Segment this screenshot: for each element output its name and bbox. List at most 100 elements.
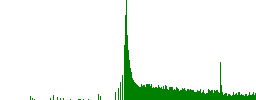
Bar bbox=[150, 86, 151, 100]
Bar bbox=[80, 99, 81, 100]
Bar bbox=[124, 45, 125, 100]
Bar bbox=[229, 94, 230, 100]
Bar bbox=[231, 96, 232, 100]
Bar bbox=[180, 90, 181, 100]
Bar bbox=[147, 84, 148, 100]
Bar bbox=[50, 98, 51, 100]
Bar bbox=[192, 90, 193, 100]
Bar bbox=[141, 84, 142, 100]
Bar bbox=[79, 99, 80, 100]
Bar bbox=[182, 88, 183, 100]
Bar bbox=[223, 95, 224, 100]
Bar bbox=[181, 90, 182, 100]
Bar bbox=[238, 92, 239, 100]
Bar bbox=[197, 90, 198, 100]
Bar bbox=[185, 90, 186, 100]
Bar bbox=[166, 86, 167, 100]
Bar bbox=[57, 97, 58, 100]
Bar bbox=[118, 88, 119, 100]
Bar bbox=[234, 95, 235, 100]
Bar bbox=[239, 92, 240, 100]
Bar bbox=[212, 90, 213, 100]
Bar bbox=[98, 94, 99, 100]
Bar bbox=[138, 86, 139, 100]
Bar bbox=[134, 82, 135, 100]
Bar bbox=[186, 91, 187, 100]
Bar bbox=[246, 94, 247, 100]
Bar bbox=[184, 88, 185, 100]
Bar bbox=[173, 90, 174, 100]
Bar bbox=[151, 84, 152, 100]
Bar bbox=[190, 89, 191, 100]
Bar bbox=[240, 95, 241, 100]
Bar bbox=[154, 88, 155, 100]
Bar bbox=[146, 84, 147, 100]
Bar bbox=[168, 90, 169, 100]
Bar bbox=[158, 85, 159, 100]
Bar bbox=[131, 72, 132, 100]
Bar bbox=[250, 95, 251, 100]
Bar bbox=[200, 90, 201, 100]
Bar bbox=[205, 94, 206, 100]
Bar bbox=[247, 96, 248, 100]
Bar bbox=[156, 87, 157, 100]
Bar bbox=[207, 93, 208, 100]
Bar bbox=[129, 60, 130, 100]
Bar bbox=[174, 89, 175, 100]
Bar bbox=[137, 85, 138, 100]
Bar bbox=[230, 95, 231, 100]
Bar bbox=[157, 88, 158, 100]
Bar bbox=[215, 91, 216, 100]
Bar bbox=[218, 92, 219, 100]
Bar bbox=[172, 87, 173, 100]
Bar bbox=[155, 87, 156, 100]
Bar bbox=[175, 90, 176, 100]
Bar bbox=[194, 92, 195, 100]
Bar bbox=[183, 89, 184, 100]
Bar bbox=[251, 95, 252, 100]
Bar bbox=[242, 95, 243, 100]
Bar bbox=[122, 75, 123, 100]
Bar bbox=[193, 90, 194, 100]
Bar bbox=[176, 87, 177, 100]
Bar bbox=[206, 93, 207, 100]
Bar bbox=[217, 90, 218, 100]
Bar bbox=[161, 87, 162, 100]
Bar bbox=[224, 94, 225, 100]
Bar bbox=[127, 35, 128, 100]
Bar bbox=[63, 98, 64, 100]
Bar bbox=[210, 91, 211, 100]
Bar bbox=[204, 93, 205, 100]
Bar bbox=[128, 50, 129, 100]
Bar bbox=[126, 0, 127, 100]
Bar bbox=[140, 87, 141, 100]
Bar bbox=[202, 92, 203, 100]
Bar bbox=[249, 92, 250, 100]
Bar bbox=[159, 87, 160, 100]
Bar bbox=[241, 94, 242, 100]
Bar bbox=[139, 87, 140, 100]
Bar bbox=[136, 84, 137, 100]
Bar bbox=[53, 94, 54, 100]
Bar bbox=[142, 86, 143, 100]
Bar bbox=[88, 99, 89, 100]
Bar bbox=[152, 88, 153, 100]
Bar bbox=[209, 90, 210, 100]
Bar bbox=[225, 93, 226, 100]
Bar bbox=[132, 78, 133, 100]
Bar bbox=[198, 91, 199, 100]
Bar bbox=[235, 94, 236, 100]
Bar bbox=[170, 87, 171, 100]
Bar bbox=[255, 93, 256, 100]
Bar bbox=[216, 90, 217, 100]
Bar bbox=[160, 88, 161, 100]
Bar bbox=[133, 80, 134, 100]
Bar bbox=[178, 89, 179, 100]
Bar bbox=[130, 68, 131, 100]
Bar bbox=[115, 92, 116, 100]
Bar bbox=[208, 89, 209, 100]
Bar bbox=[232, 95, 233, 100]
Bar bbox=[78, 99, 79, 100]
Bar bbox=[120, 82, 121, 100]
Bar bbox=[187, 89, 188, 100]
